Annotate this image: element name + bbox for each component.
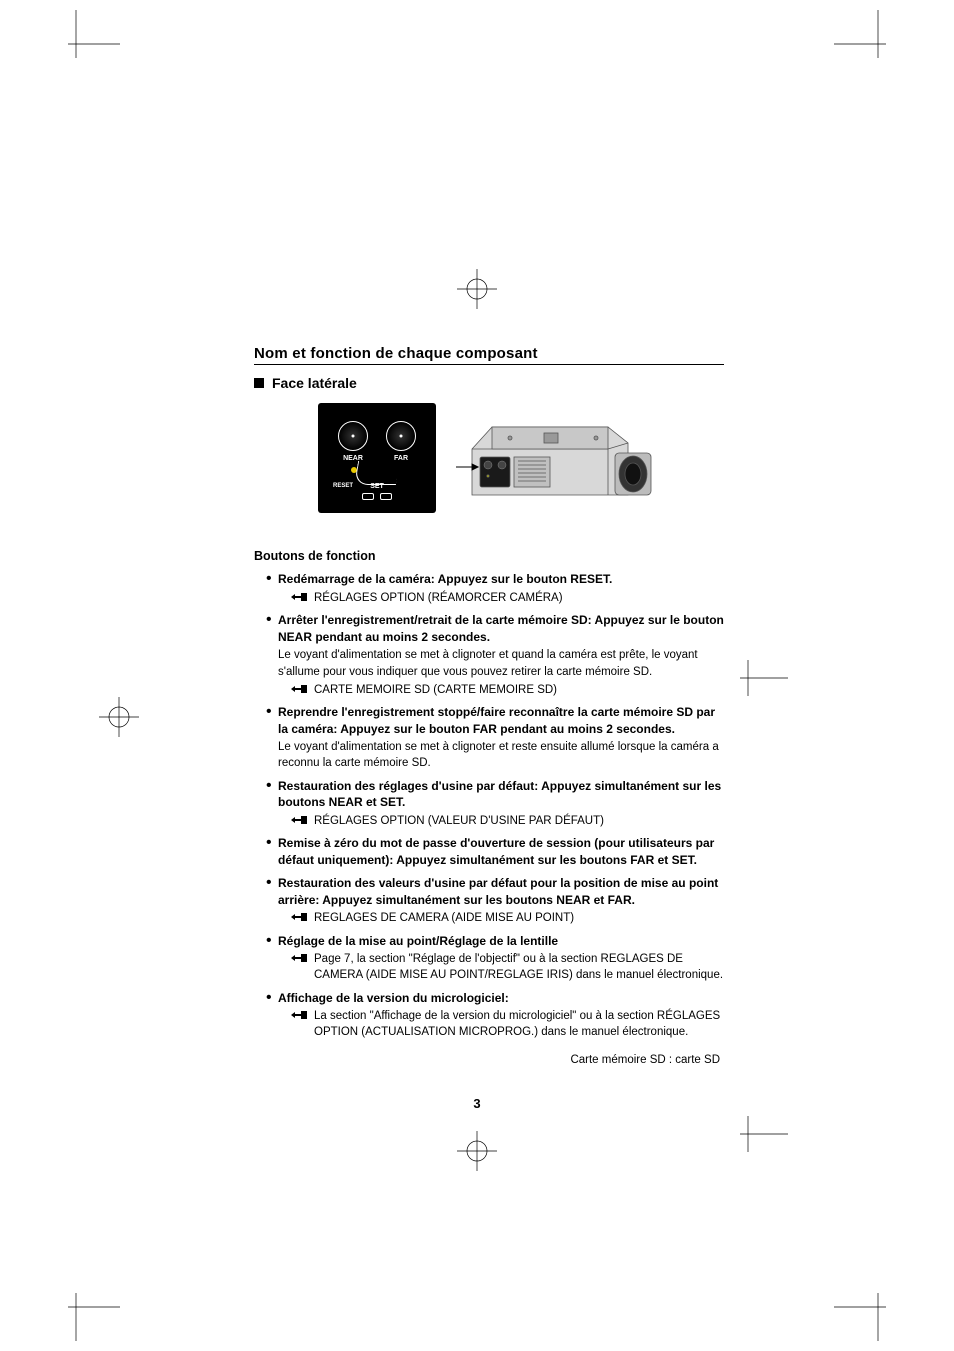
hand-pointer-icon <box>290 952 308 964</box>
subheading-text: Face latérale <box>272 375 357 391</box>
reg-mark-left <box>94 692 144 742</box>
subheading-face-laterale: Face latérale <box>254 375 724 391</box>
reference-line: La section "Affichage de la version du m… <box>290 1008 724 1040</box>
item-title: Reprendre l'enregistrement stoppé/faire … <box>278 705 715 736</box>
dial-near-icon <box>338 421 368 451</box>
footnote: Carte mémoire SD : carte SD <box>254 1054 724 1066</box>
function-button-list: Redémarrage de la caméra: Appuyez sur le… <box>254 571 724 1040</box>
list-item: Reprendre l'enregistrement stoppé/faire … <box>266 704 724 772</box>
section-divider <box>254 364 724 365</box>
reference-line: CARTE MEMOIRE SD (CARTE MEMOIRE SD) <box>290 682 724 698</box>
item-title: Réglage de la mise au point/Réglage de l… <box>278 934 558 948</box>
reference-line: RÉGLAGES OPTION (VALEUR D'USINE PAR DÉFA… <box>290 813 724 829</box>
crop-mark-bl <box>40 1261 120 1341</box>
mini-btn-reset-icon <box>362 493 374 500</box>
label-reset: RESET <box>326 483 360 489</box>
swoosh-line-icon <box>354 461 400 485</box>
fold-mark-r1 <box>720 650 800 730</box>
reference-text: Page 7, la section "Réglage de l'objecti… <box>314 951 724 983</box>
square-bullet-icon <box>254 378 264 388</box>
list-item: Affichage de la version du micrologiciel… <box>266 990 724 1041</box>
reference-line: Page 7, la section "Réglage de l'objecti… <box>290 951 724 983</box>
reference-text: REGLAGES DE CAMERA (AIDE MISE AU POINT) <box>314 910 574 926</box>
reg-mark-bottom <box>452 1126 502 1176</box>
list-item: Redémarrage de la caméra: Appuyez sur le… <box>266 571 724 606</box>
list-item: Remise à zéro du mot de passe d'ouvertur… <box>266 835 724 869</box>
figure-row: NEAR FAR RESET SET <box>254 403 724 523</box>
crop-mark-tl <box>40 10 120 90</box>
crop-mark-br <box>834 1261 914 1341</box>
reference-line: RÉGLAGES OPTION (RÉAMORCER CAMÉRA) <box>290 590 724 606</box>
hand-pointer-icon <box>290 1009 308 1021</box>
item-title: Restauration des valeurs d'usine par déf… <box>278 876 718 907</box>
item-title: Remise à zéro du mot de passe d'ouvertur… <box>278 836 714 867</box>
list-item: Restauration des valeurs d'usine par déf… <box>266 875 724 927</box>
reference-text: RÉGLAGES OPTION (VALEUR D'USINE PAR DÉFA… <box>314 813 604 829</box>
label-set: SET <box>360 483 394 490</box>
item-title: Affichage de la version du micrologiciel… <box>278 991 509 1005</box>
list-item: Restauration des réglages d'usine par dé… <box>266 778 724 830</box>
control-panel-diagram: NEAR FAR RESET SET <box>318 403 436 513</box>
boutons-heading: Boutons de fonction <box>254 549 724 563</box>
item-title: Redémarrage de la caméra: Appuyez sur le… <box>278 572 612 586</box>
reference-line: REGLAGES DE CAMERA (AIDE MISE AU POINT) <box>290 910 724 926</box>
reg-mark-top <box>452 264 502 314</box>
item-body: Le voyant d'alimentation se met à cligno… <box>278 739 724 771</box>
camera-svg-icon <box>450 403 660 523</box>
fold-mark-r2 <box>720 1082 800 1162</box>
list-item: Arrêter l'enregistrement/retrait de la c… <box>266 612 724 698</box>
mini-btn-set-icon <box>380 493 392 500</box>
reference-text: La section "Affichage de la version du m… <box>314 1008 724 1040</box>
dial-far-icon <box>386 421 416 451</box>
camera-diagram <box>450 403 660 523</box>
item-title: Arrêter l'enregistrement/retrait de la c… <box>278 613 724 644</box>
item-title: Restauration des réglages d'usine par dé… <box>278 779 721 810</box>
hand-pointer-icon <box>290 814 308 826</box>
hand-pointer-icon <box>290 911 308 923</box>
section-title: Nom et fonction de chaque composant <box>254 345 724 362</box>
reference-text: RÉGLAGES OPTION (RÉAMORCER CAMÉRA) <box>314 590 563 606</box>
page-content: Nom et fonction de chaque composant Face… <box>254 345 724 1066</box>
list-item: Réglage de la mise au point/Réglage de l… <box>266 933 724 984</box>
item-body: Le voyant d'alimentation se met à cligno… <box>278 647 724 679</box>
hand-pointer-icon <box>290 683 308 695</box>
page-number: 3 <box>0 1096 954 1111</box>
reference-text: CARTE MEMOIRE SD (CARTE MEMOIRE SD) <box>314 682 557 698</box>
hand-pointer-icon <box>290 591 308 603</box>
crop-mark-tr <box>834 10 914 90</box>
